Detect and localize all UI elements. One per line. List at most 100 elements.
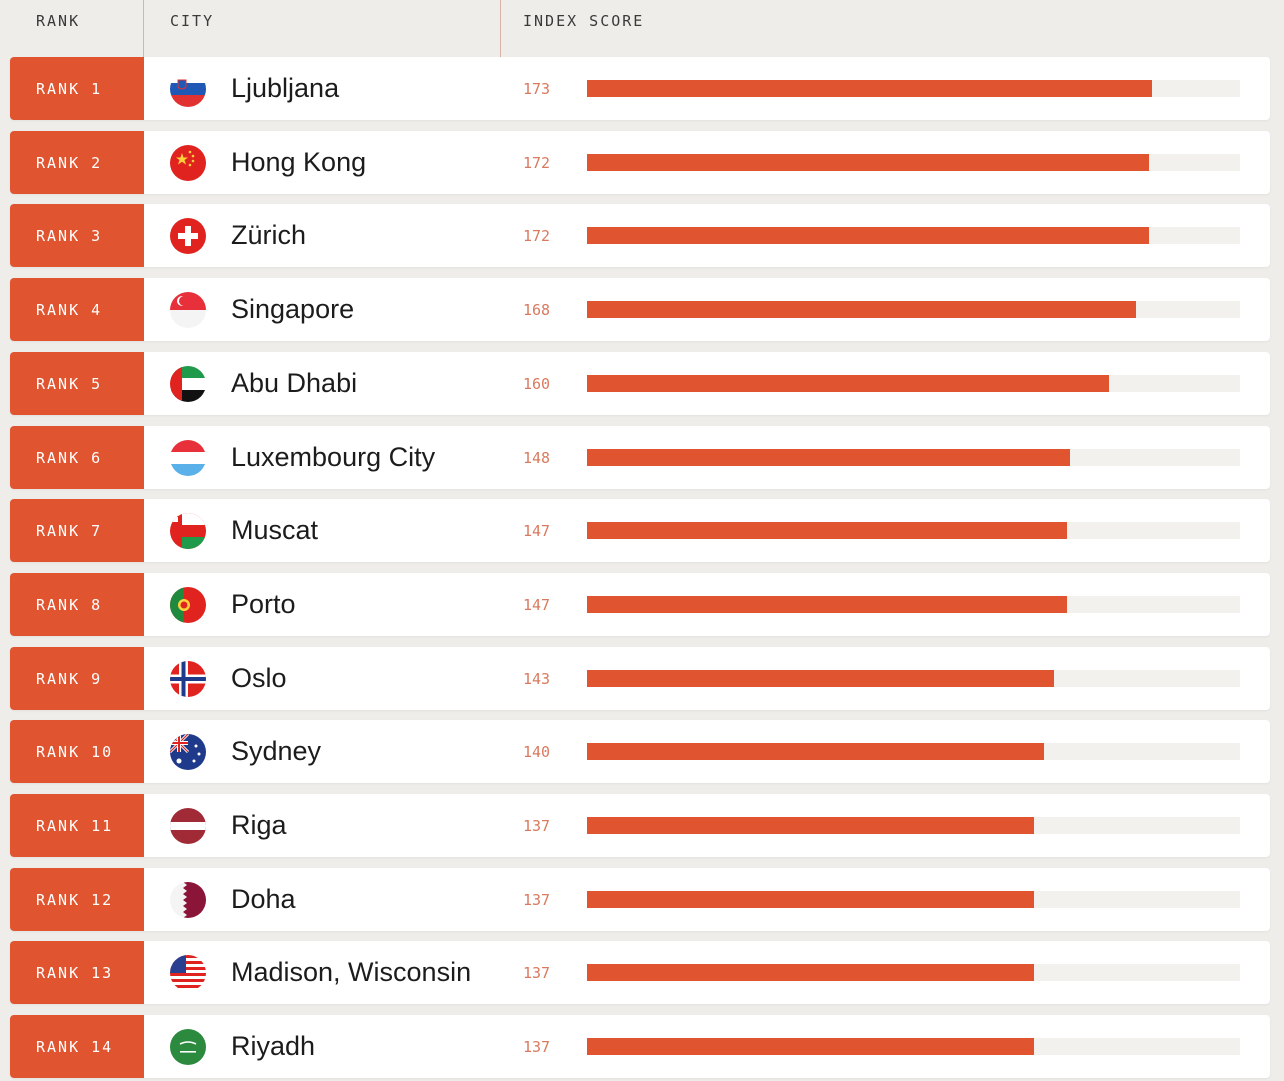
- table-header: RANK CITY INDEX SCORE: [0, 0, 1284, 57]
- bar-track: [587, 449, 1240, 466]
- table-row: RANK 6 Luxembourg City 148: [10, 426, 1270, 489]
- table-row: RANK 2 Hong Kong 172: [10, 131, 1270, 194]
- bar-track: [587, 670, 1240, 687]
- city-name: Zürich: [231, 220, 307, 250]
- bar-track: [587, 522, 1240, 539]
- city-name: Madison, Wisconsin: [231, 957, 472, 987]
- china-flag-icon: [170, 145, 206, 181]
- score-column-header: INDEX SCORE: [523, 12, 645, 30]
- score-label: 172: [523, 153, 551, 172]
- bar-track: [587, 80, 1240, 97]
- saudi-arabia-flag-icon: [170, 1029, 206, 1065]
- score-label: 137: [523, 890, 551, 909]
- column-divider: [143, 0, 144, 57]
- bar-track: [587, 817, 1240, 834]
- city-column-header: CITY: [170, 12, 215, 30]
- city-name: Riyadh: [231, 1031, 316, 1061]
- usa-flag-icon: [170, 955, 206, 991]
- rank-badge: RANK 8: [10, 573, 144, 636]
- rank-badge: RANK 3: [10, 204, 144, 267]
- bar-track: [587, 743, 1240, 760]
- table-row: RANK 5 Abu Dhabi 160: [10, 352, 1270, 415]
- city-name: Abu Dhabi: [231, 368, 358, 398]
- score-label: 168: [523, 300, 551, 319]
- latvia-flag-icon: [170, 808, 206, 844]
- table-row: RANK 1 Ljubljana 173: [10, 57, 1270, 120]
- score-bar: [587, 891, 1035, 908]
- rank-badge: RANK 10: [10, 720, 144, 783]
- bar-track: [587, 375, 1240, 392]
- bar-track: [587, 964, 1240, 981]
- rank-badge: RANK 5: [10, 352, 144, 415]
- score-label: 147: [523, 521, 551, 540]
- city-name: Luxembourg City: [231, 442, 436, 472]
- table-row: RANK 8 Porto 147: [10, 573, 1270, 636]
- score-label: 143: [523, 669, 551, 688]
- bar-track: [587, 891, 1240, 908]
- score-label: 137: [523, 816, 551, 835]
- slovenia-flag-icon: [170, 71, 206, 107]
- score-label: 137: [523, 963, 551, 982]
- city-name: Riga: [231, 810, 287, 840]
- table-row: RANK 14 Riyadh 137: [10, 1015, 1270, 1078]
- table-row: RANK 10 Sydney 140: [10, 720, 1270, 783]
- city-name: Oslo: [231, 663, 287, 693]
- city-name: Singapore: [231, 294, 355, 324]
- rank-badge: RANK 1: [10, 57, 144, 120]
- oman-flag-icon: [170, 513, 206, 549]
- city-name: Sydney: [231, 736, 322, 766]
- bar-track: [587, 1038, 1240, 1055]
- bar-track: [587, 301, 1240, 318]
- rank-badge: RANK 4: [10, 278, 144, 341]
- australia-flag-icon: [170, 734, 206, 770]
- rank-badge: RANK 13: [10, 941, 144, 1004]
- city-name: Muscat: [231, 515, 319, 545]
- score-label: 137: [523, 1037, 551, 1056]
- qatar-flag-icon: [170, 882, 206, 918]
- rank-column-header: RANK: [36, 12, 81, 30]
- table-row: RANK 9 Oslo 143: [10, 647, 1270, 710]
- score-bar: [587, 817, 1035, 834]
- score-bar: [587, 596, 1067, 613]
- score-bar: [587, 522, 1067, 539]
- switzerland-flag-icon: [170, 218, 206, 254]
- table-row: RANK 3 Zürich 172: [10, 204, 1270, 267]
- city-name: Porto: [231, 589, 296, 619]
- bar-track: [587, 154, 1240, 171]
- rank-badge: RANK 6: [10, 426, 144, 489]
- score-label: 173: [523, 79, 551, 98]
- score-bar: [587, 301, 1136, 318]
- score-label: 148: [523, 448, 551, 467]
- city-name: Doha: [231, 884, 296, 914]
- table-row: RANK 11 Riga 137: [10, 794, 1270, 857]
- score-bar: [587, 80, 1152, 97]
- rank-badge: RANK 11: [10, 794, 144, 857]
- score-bar: [587, 743, 1045, 760]
- score-label: 147: [523, 595, 551, 614]
- table-row: RANK 7 Muscat 147: [10, 499, 1270, 562]
- city-name: Hong Kong: [231, 147, 367, 177]
- table-row: RANK 12 Doha 137: [10, 868, 1270, 931]
- score-label: 172: [523, 226, 551, 245]
- portugal-flag-icon: [170, 587, 206, 623]
- rank-badge: RANK 2: [10, 131, 144, 194]
- singapore-flag-icon: [170, 292, 206, 328]
- bar-track: [587, 227, 1240, 244]
- score-bar: [587, 964, 1035, 981]
- rank-badge: RANK 9: [10, 647, 144, 710]
- score-label: 160: [523, 374, 551, 393]
- rank-badge: RANK 14: [10, 1015, 144, 1078]
- score-bar: [587, 375, 1110, 392]
- luxembourg-flag-icon: [170, 440, 206, 476]
- norway-flag-icon: [170, 661, 206, 697]
- rank-badge: RANK 12: [10, 868, 144, 931]
- uae-flag-icon: [170, 366, 206, 402]
- bar-track: [587, 596, 1240, 613]
- score-bar: [587, 449, 1071, 466]
- score-bar: [587, 1038, 1035, 1055]
- city-name: Ljubljana: [231, 73, 340, 103]
- table-row: RANK 13 Madison, Wisconsin 137: [10, 941, 1270, 1004]
- column-divider: [500, 0, 501, 57]
- score-bar: [587, 227, 1149, 244]
